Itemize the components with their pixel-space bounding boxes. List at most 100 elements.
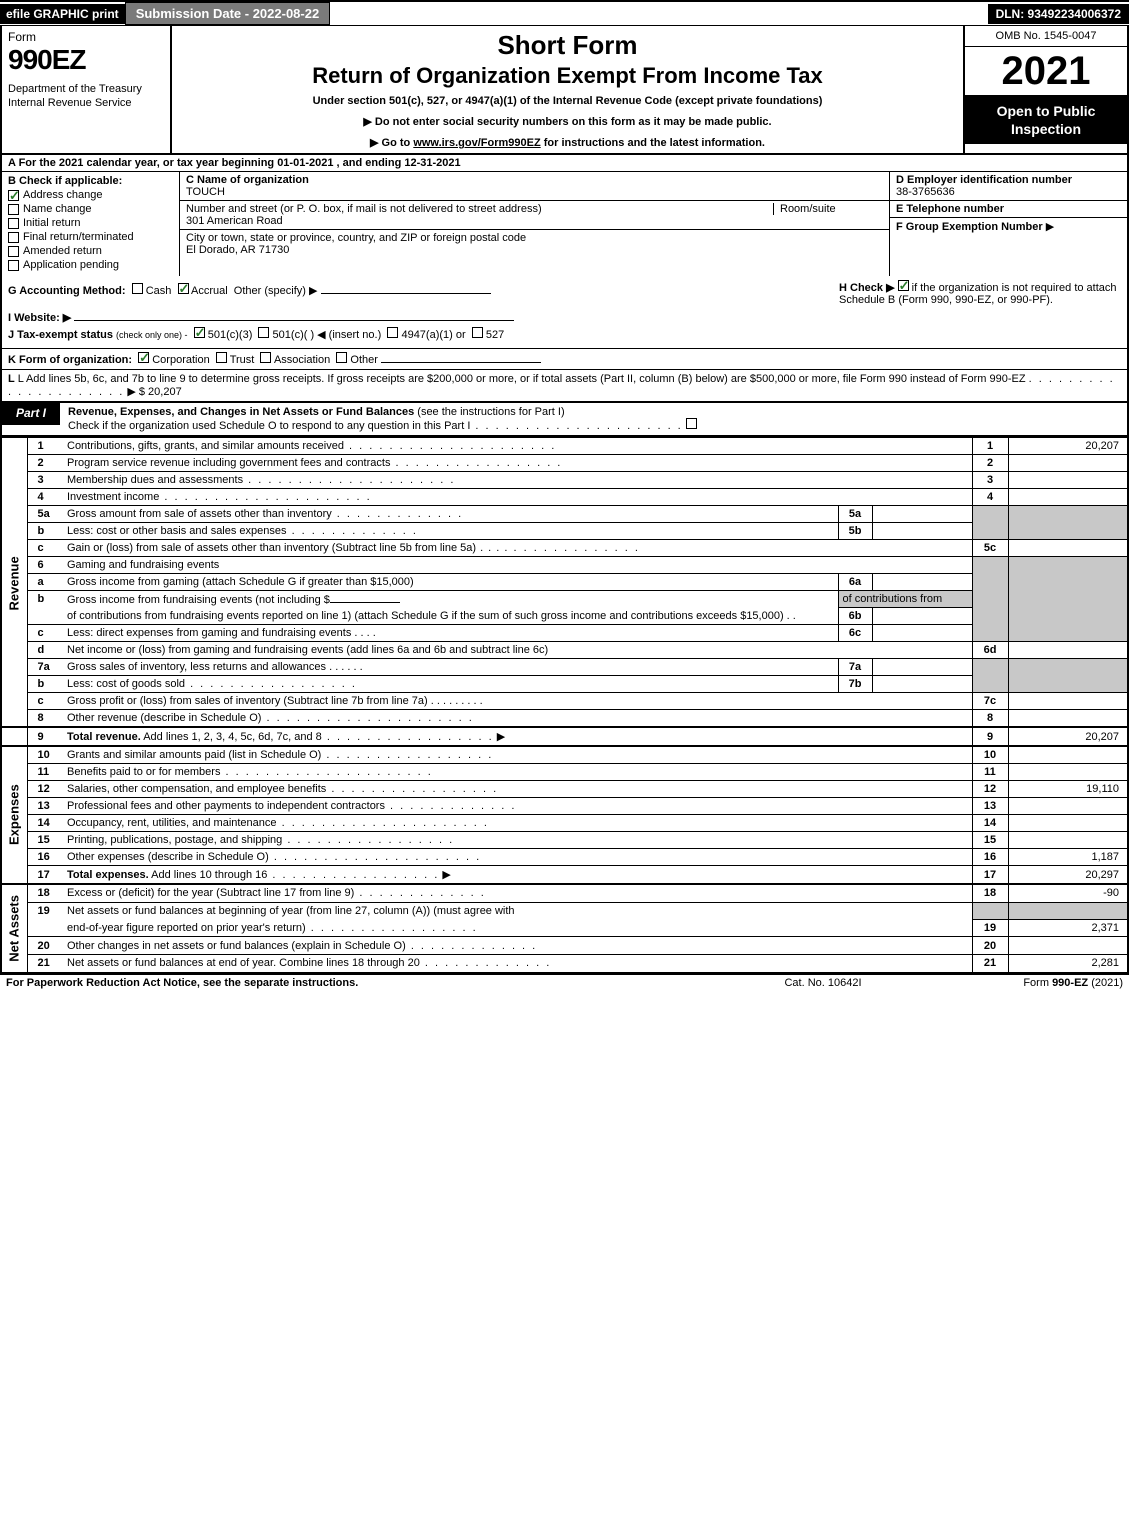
r17-v: 20,297 [1008, 866, 1128, 885]
r20-v [1008, 937, 1128, 955]
dln-label: DLN: 93492234006372 [988, 4, 1129, 24]
r6c-d: Less: direct expenses from gaming and fu… [67, 627, 351, 639]
k-other-line [381, 362, 541, 363]
checkbox-501c3[interactable] [194, 327, 205, 338]
website-line [74, 320, 514, 321]
r3-n: 3 [27, 472, 63, 489]
r14-ln: 14 [972, 815, 1008, 832]
app-pending-label: Application pending [23, 259, 119, 271]
amended-label: Amended return [23, 245, 102, 257]
row-18: Net Assets 18 Excess or (deficit) for th… [1, 884, 1128, 902]
checkbox-cash[interactable] [132, 283, 143, 294]
r5a-sv [872, 506, 972, 523]
other-label: Other (specify) ▶ [234, 285, 318, 297]
checkbox-other[interactable] [336, 352, 347, 363]
accrual-label: Accrual [191, 285, 228, 297]
r7b-n: b [27, 676, 63, 693]
r8-ln: 8 [972, 710, 1008, 728]
checkbox-trust[interactable] [216, 352, 227, 363]
form-header: Form 990EZ Department of the Treasury In… [0, 25, 1129, 155]
r2-d: Program service revenue including govern… [67, 457, 390, 469]
grey-6 [972, 557, 1008, 642]
row-1: Revenue 1 Contributions, gifts, grants, … [1, 438, 1128, 455]
r16-n: 16 [27, 849, 63, 866]
r17-ln: 17 [972, 866, 1008, 885]
r6b-d2: of contributions from fundraising events… [67, 610, 784, 622]
row-5b: b Less: cost or other basis and sales ex… [1, 523, 1128, 540]
j-sub: (check only one) - [116, 330, 188, 340]
checkbox-final-return[interactable] [8, 232, 19, 243]
part1-tab: Part I [2, 403, 60, 425]
checkbox-name-change[interactable] [8, 204, 19, 215]
r3-ln: 3 [972, 472, 1008, 489]
r19-ln: 19 [972, 919, 1008, 937]
r6b-contrib: of contributions from [843, 593, 943, 605]
r6b-n: b [27, 591, 63, 608]
row-a: A For the 2021 calendar year, or tax yea… [0, 155, 1129, 172]
netassets-label: Net Assets [1, 884, 27, 973]
checkbox-app-pending[interactable] [8, 260, 19, 271]
r6a-sv [872, 574, 972, 591]
r14-d: Occupancy, rent, utilities, and maintena… [67, 817, 277, 829]
r13-ln: 13 [972, 798, 1008, 815]
short-form-title: Short Form [180, 30, 955, 61]
grey-6v [1008, 557, 1128, 642]
section-c: C Name of organization TOUCH Number and … [180, 172, 889, 276]
r5a-n: 5a [27, 506, 63, 523]
r21-d: Net assets or fund balances at end of ye… [67, 957, 420, 969]
r4-d: Investment income [67, 491, 159, 503]
r17-d2: Add lines 10 through 16 [151, 869, 267, 881]
r5c-ln: 5c [972, 540, 1008, 557]
r1-n: 1 [27, 438, 63, 455]
r5b-sa: 5b [838, 523, 872, 540]
grey-19 [972, 902, 1008, 919]
row-k: K Form of organization: Corporation Trus… [0, 349, 1129, 370]
row-6b-2: of contributions from fundraising events… [1, 608, 1128, 625]
l-text: L Add lines 5b, 6c, and 7b to line 9 to … [18, 373, 1026, 385]
checkbox-corp[interactable] [138, 352, 149, 363]
footer-left: For Paperwork Reduction Act Notice, see … [6, 977, 723, 989]
r12-ln: 12 [972, 781, 1008, 798]
checkbox-accrual[interactable] [178, 283, 189, 294]
name-change-label: Name change [23, 203, 92, 215]
r5b-n: b [27, 523, 63, 540]
f-arrow: ▶ [1046, 221, 1054, 233]
checkbox-527[interactable] [472, 327, 483, 338]
r3-v [1008, 472, 1128, 489]
r8-n: 8 [27, 710, 63, 728]
part1-title-bold: Revenue, Expenses, and Changes in Net As… [68, 406, 414, 418]
r6-n: 6 [27, 557, 63, 574]
checkbox-assoc[interactable] [260, 352, 271, 363]
r11-v [1008, 764, 1128, 781]
part1-check-line: Check if the organization used Schedule … [68, 420, 470, 432]
section-b: B Check if applicable: Address change Na… [2, 172, 180, 276]
r2-ln: 2 [972, 455, 1008, 472]
checkbox-501c[interactable] [258, 327, 269, 338]
row-6c: c Less: direct expenses from gaming and … [1, 625, 1128, 642]
form-id-block: Form 990EZ Department of the Treasury In… [2, 26, 172, 153]
row-13: 13 Professional fees and other payments … [1, 798, 1128, 815]
j-b: 501(c)( ) ◀ (insert no.) [273, 329, 382, 341]
row-9: 9 Total revenue. Add lines 1, 2, 3, 4, 5… [1, 727, 1128, 746]
omb-number: OMB No. 1545-0047 [965, 26, 1127, 47]
form-number: 990EZ [8, 44, 164, 76]
checkbox-amended[interactable] [8, 246, 19, 257]
j-a: 501(c)(3) [208, 329, 253, 341]
checkbox-initial-return[interactable] [8, 218, 19, 229]
checkbox-h[interactable] [898, 280, 909, 291]
r10-d: Grants and similar amounts paid (list in… [67, 749, 321, 761]
r15-n: 15 [27, 832, 63, 849]
checkbox-4947[interactable] [387, 327, 398, 338]
part1-table: Revenue 1 Contributions, gifts, grants, … [0, 437, 1129, 974]
checkbox-part1-scho[interactable] [686, 418, 697, 429]
footer-r-post: (2021) [1088, 977, 1123, 989]
e-label: E Telephone number [896, 203, 1121, 215]
k-label: K Form of organization: [8, 354, 132, 366]
form-word: Form [8, 30, 164, 44]
right-block: OMB No. 1545-0047 2021 Open to Public In… [963, 26, 1127, 153]
j-c: 4947(a)(1) or [401, 329, 465, 341]
irs-link[interactable]: www.irs.gov/Form990EZ [413, 137, 540, 149]
r7a-d: Gross sales of inventory, less returns a… [67, 661, 326, 673]
sub3-pre: ▶ Go to [370, 137, 413, 149]
checkbox-address-change[interactable] [8, 190, 19, 201]
